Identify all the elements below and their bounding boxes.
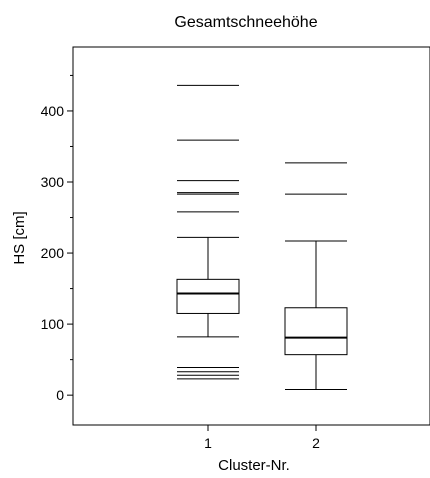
iqr-box (284, 307, 348, 356)
box-cluster-1 (176, 84, 240, 380)
y-tick-label: 0 (56, 387, 64, 403)
chart-title: Gesamtschneehöhe (174, 14, 317, 31)
y-tick-label: 100 (41, 316, 65, 332)
box-cluster-2 (284, 162, 348, 390)
y-tick-label: 400 (41, 103, 65, 119)
x-tick-label: 1 (204, 435, 212, 451)
y-tick-label: 300 (41, 174, 65, 190)
x-axis-label: Cluster-Nr. (218, 457, 290, 474)
iqr-box (176, 278, 240, 314)
y-tick-label: 200 (41, 245, 65, 261)
y-axis: 0 100 200 300 400 (41, 74, 73, 403)
y-axis-label: HS [cm] (11, 211, 28, 264)
boxes (176, 84, 348, 390)
plot-frame (72, 46, 430, 426)
x-tick-label: 2 (312, 435, 320, 451)
